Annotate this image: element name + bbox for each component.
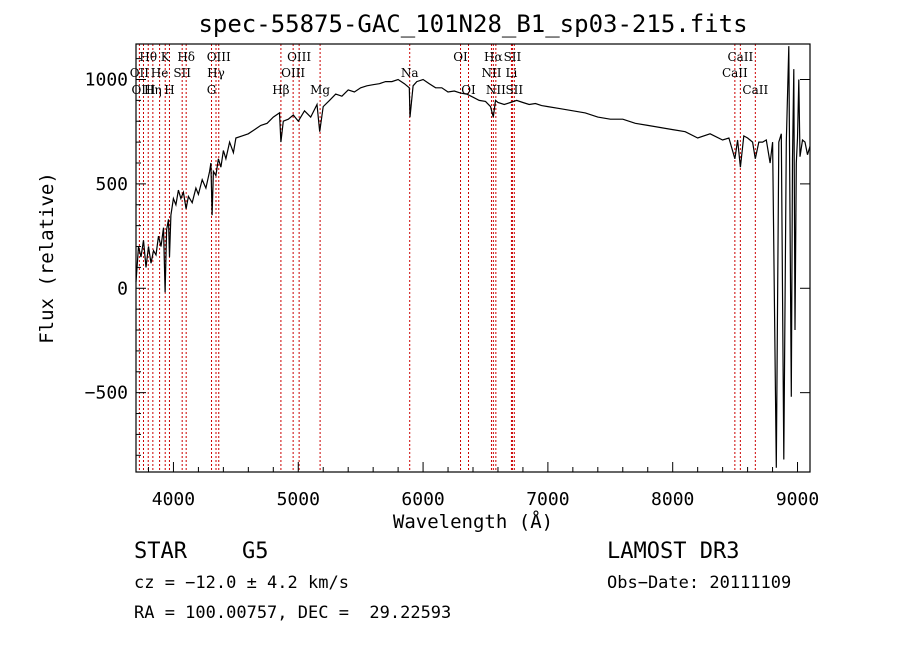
plot-frame	[135, 43, 811, 473]
spectral-line-label: Na	[401, 66, 419, 80]
spectral-line-label: CaII	[742, 83, 768, 97]
spectral-line-label: Hβ	[272, 83, 289, 97]
x-tick-label: 8000	[651, 489, 694, 510]
spectral-line-label: K	[161, 50, 171, 64]
spectral-line-label: Hη	[144, 83, 162, 97]
spectral-line-label: He	[151, 66, 169, 80]
coordinates: RA = 100.00757, DEC = 29.22593	[134, 603, 452, 623]
x-tick-label: 9000	[776, 489, 819, 510]
spectral-line-label: NII	[486, 83, 506, 97]
observation-date: Obs−Date: 20111109	[607, 573, 792, 593]
x-tick-label: 7000	[526, 489, 569, 510]
survey-name: LAMOST DR3	[607, 539, 740, 564]
spectral-line-label: OI	[453, 50, 468, 64]
x-tick-label: 6000	[401, 489, 444, 510]
spectral-line-label: SII	[173, 66, 191, 80]
spectral-line-label: Li	[506, 66, 518, 80]
spectral-line-label: SII	[505, 83, 523, 97]
spectral-line-label: Hθ	[139, 50, 157, 64]
spectral-line-labels: Hθ OII OIII K He Hη Hδ SII H OIII Hγ G OIII OIII Hβ Mg N…	[130, 50, 769, 97]
spectral-line-label: H	[164, 83, 174, 97]
spectral-line-label: Hα	[484, 50, 503, 64]
spectrum-series-line	[135, 46, 811, 468]
y-tick-label: 0	[117, 278, 128, 299]
spectral-line-label: OIII	[287, 50, 311, 64]
redshift-cz: cz = −12.0 ± 4.2 km/s	[134, 573, 349, 593]
y-tick-label: 500	[95, 174, 128, 195]
x-tick-label: 5000	[277, 489, 320, 510]
spectral-line-label: OIII	[207, 50, 231, 64]
y-axis-label: Flux (relative)	[36, 172, 58, 344]
y-axis-ticks: −500 0 500 1000	[85, 58, 810, 456]
x-axis-ticks: 4000 5000 6000 7000 8000 9000	[147, 462, 819, 510]
spectral-line-label: Mg	[310, 83, 330, 97]
chart-title: spec-55875-GAC_101N28_B1_sp03-215.fits	[198, 10, 747, 38]
spectral-line-label: Hδ	[177, 50, 195, 64]
object-class: STAR	[134, 539, 187, 564]
spectral-line-label: G	[207, 83, 217, 97]
spectral-line-label: OII	[130, 66, 150, 80]
spectral-line-label: CaII	[722, 66, 748, 80]
y-tick-label: −500	[85, 383, 128, 404]
spectral-line-label: NII	[481, 66, 501, 80]
x-tick-label: 4000	[152, 489, 195, 510]
y-tick-label: 1000	[85, 69, 128, 90]
x-axis-label: Wavelength (Å)	[393, 510, 553, 533]
spectral-line-label: SII	[504, 50, 522, 64]
spectral-line-label: Hγ	[207, 66, 225, 80]
spectral-line-label: OIII	[131, 83, 155, 97]
object-subclass: G5	[242, 539, 269, 564]
spectral-line-markers	[138, 44, 756, 472]
spectral-line-label: OIII	[281, 66, 305, 80]
spectral-line-label: CaII	[727, 50, 753, 64]
